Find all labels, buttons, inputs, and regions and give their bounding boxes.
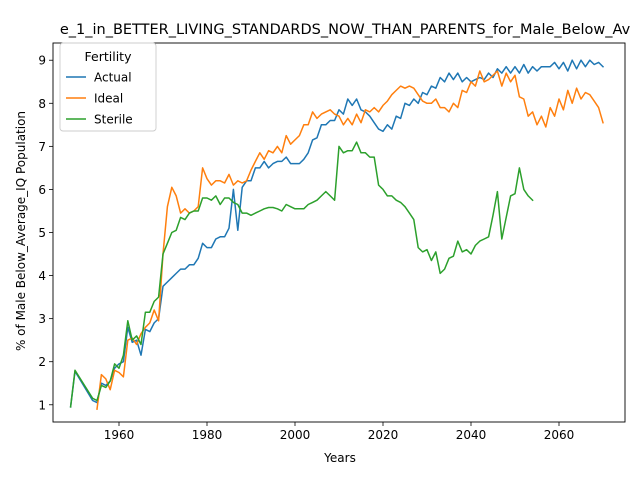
y-tick-label: 6 [38,183,46,197]
y-tick-label: 7 [38,140,46,154]
y-tick-label: 9 [38,54,46,68]
legend: Fertility Actual Ideal Sterile [59,42,157,132]
x-tick-label: 1960 [104,428,135,442]
x-tick-label: 2000 [280,428,311,442]
legend-box [59,42,157,132]
x-axis-ticks: 1960 1980 2000 2020 2040 2060 [104,422,575,442]
series-line-ideal [96,70,604,410]
chart-title: e_1_in_BETTER_LIVING_STANDARDS_NOW_THAN_… [60,22,631,38]
legend-label-actual: Actual [94,71,132,85]
series-line-sterile [69,141,534,408]
y-tick-label: 2 [38,355,46,369]
legend-label-sterile: Sterile [94,113,133,127]
x-axis-label: Years [323,451,356,465]
y-tick-label: 1 [38,398,46,412]
y-tick-label: 3 [38,312,46,326]
plot-lines [69,59,605,410]
legend-label-ideal: Ideal [94,92,123,106]
y-tick-label: 5 [38,226,46,240]
y-axis-label: % of Male Below_Average_IQ Population [14,111,28,351]
y-axis-ticks: 1 2 3 4 5 6 7 8 9 [38,54,53,412]
x-tick-label: 2040 [456,428,487,442]
legend-title: Fertility [85,49,133,64]
y-tick-label: 4 [38,269,46,283]
x-tick-label: 1980 [192,428,223,442]
y-tick-label: 8 [38,97,46,111]
series-line-actual [69,59,605,408]
x-tick-label: 2060 [544,428,575,442]
x-tick-label: 2020 [368,428,399,442]
